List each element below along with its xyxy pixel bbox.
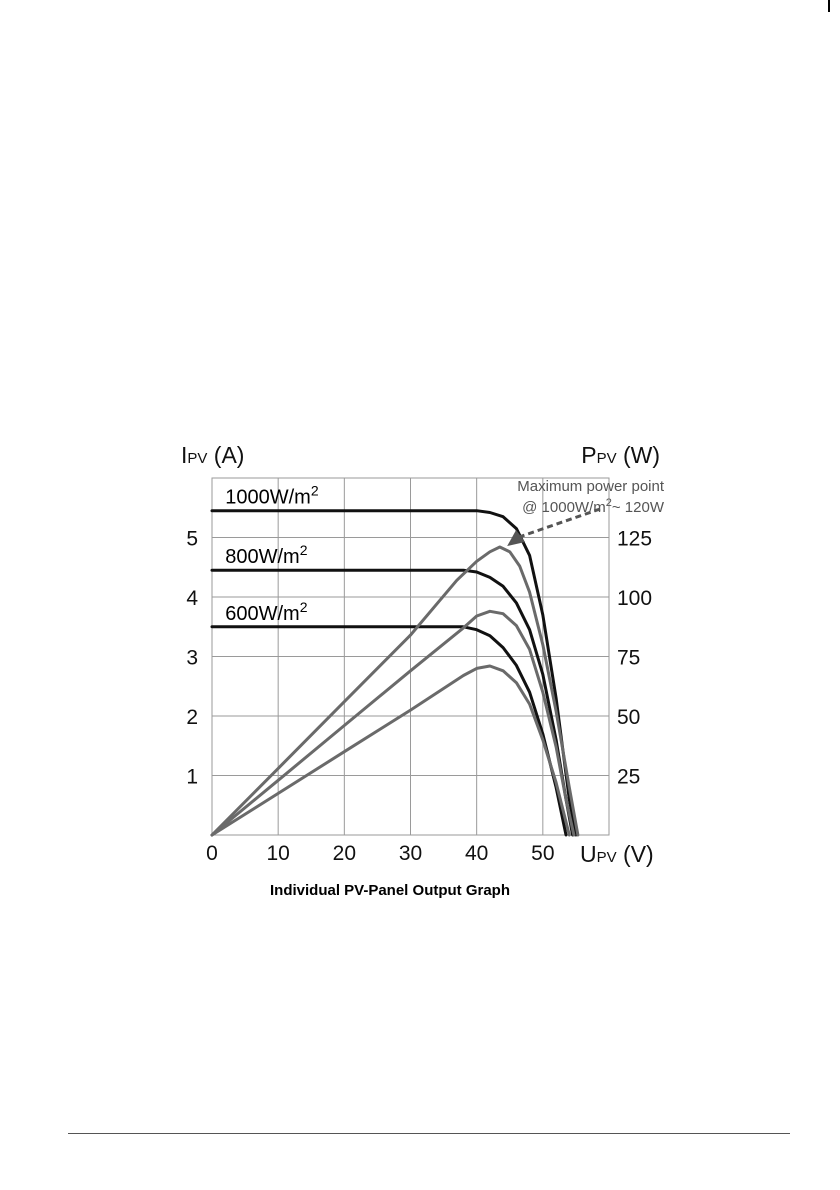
series-label-2: 600W/m2 [225,599,307,625]
y-left-tick-label: 5 [186,528,198,551]
annotation-line-2: @ 1000W/m2~ 120W [522,497,665,516]
y-right-tick-label: 25 [617,766,640,789]
power-curve-4 [210,609,576,837]
y-right-tick-label: 50 [617,706,640,729]
series-label-0: 1000W/m2 [225,483,319,509]
series-group: 1000W/m2 800W/m2 600W/m2 [210,483,580,837]
axis-labels: IPV (A) PPV (W) UPV (V) [181,442,660,867]
y-left-tick-label: 1 [186,766,198,789]
annotation-line-1: Maximum power point [517,478,665,495]
y-right-tick-label: 125 [617,528,652,551]
y-left-tick-label: 2 [186,706,198,729]
grid [211,477,610,836]
chart-title: Individual PV-Panel Output Graph [270,882,510,899]
x-tick-label: 30 [399,842,422,865]
annotations: Maximum power point @ 1000W/m2~ 120W [507,478,665,547]
annotation-arrow-head [507,530,526,547]
power-curve-3 [210,545,580,837]
pv-output-chart: 1000W/m2 800W/m2 600W/m2 0 10 20 30 40 50 1 2 3 4 5 2… [170,430,690,910]
page-edge-mark [828,0,830,12]
y-right-tick-label: 75 [617,647,640,670]
annotation-arrow-line [518,507,601,539]
footer-divider [68,1133,790,1134]
y-right-tick-label: 100 [617,587,652,610]
y-left-tick-label: 3 [186,647,198,670]
x-axis-label: UPV (V) [580,841,654,867]
power-curve-5 [210,664,571,837]
y-right-axis-label: PPV (W) [581,442,660,468]
x-tick-label: 10 [266,842,289,865]
series-label-1: 800W/m2 [225,542,307,568]
y-left-axis-label: IPV (A) [181,442,244,468]
plot-frame [211,477,610,836]
x-tick-label: 20 [333,842,356,865]
y-left-tick-label: 4 [186,587,198,610]
chart-canvas: 1000W/m2 800W/m2 600W/m2 0 10 20 30 40 50 1 2 3 4 5 2… [181,442,665,899]
x-tick-label: 50 [531,842,554,865]
x-tick-label: 0 [206,842,218,865]
tick-labels: 0 10 20 30 40 50 1 2 3 4 5 25 50 75 100 125 [186,528,652,866]
x-tick-label: 40 [465,842,488,865]
